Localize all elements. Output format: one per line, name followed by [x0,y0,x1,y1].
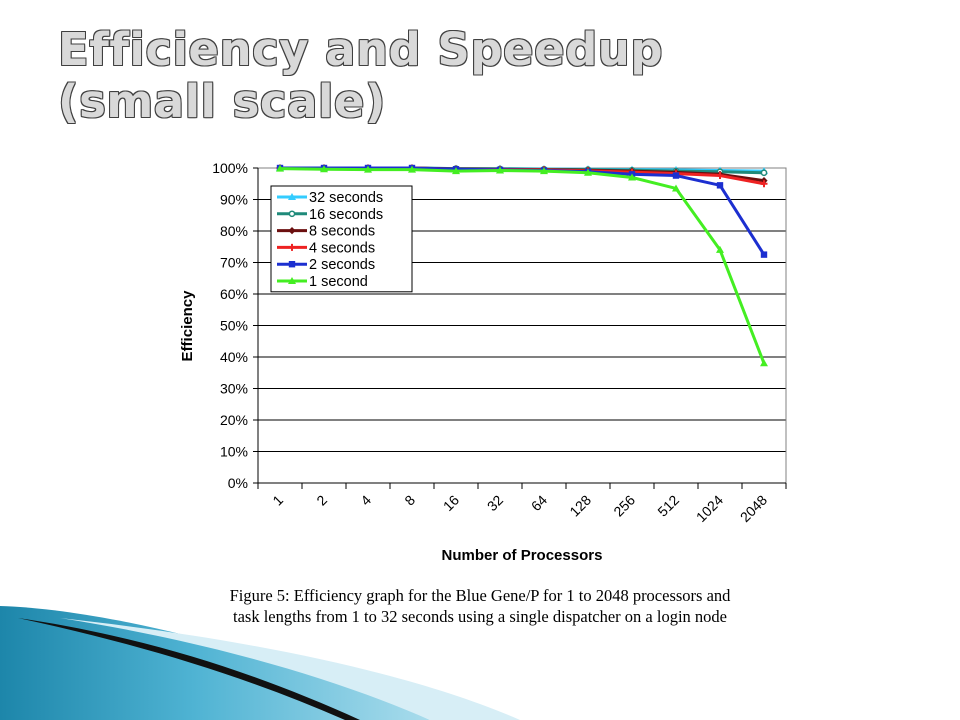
y-axis-label: Efficiency [179,290,196,362]
x-tick-label: 16 [440,492,462,514]
x-tick-label: 128 [566,492,594,520]
data-point-1-second [408,165,416,173]
x-axis-label: Number of Processors [442,547,603,564]
y-tick-label: 70% [220,255,248,271]
slide-title-line-2: (small scale) [58,75,386,128]
caption-line-1: Figure 5: Efficiency graph for the Blue … [229,586,731,605]
x-tick-label: 512 [654,492,682,520]
x-tick-label: 1 [269,492,286,509]
data-point-1-second [628,173,636,181]
legend-label-32-seconds: 32 seconds [309,190,383,206]
y-tick-label: 20% [220,412,248,428]
x-tick-label: 32 [484,492,506,514]
legend-marker-16-seconds [288,210,296,218]
legend-label-16-seconds: 16 seconds [309,207,383,223]
legend-label-8-seconds: 8 seconds [309,224,375,240]
y-tick-label: 100% [212,160,248,176]
slide-title: Efficiency and Speedup (small scale) [58,24,663,128]
y-tick-label: 60% [220,286,248,302]
data-point-1-second [452,167,460,175]
legend-box [270,185,413,293]
data-point-1-second [672,184,680,192]
y-tick-label: 10% [220,444,248,460]
data-point-4-seconds [760,180,768,188]
legend-marker-4-seconds [288,243,296,251]
data-point-1-second [760,359,768,367]
data-point-1-second [320,165,328,173]
swoosh-light-band [60,618,520,720]
y-tick-label: 0% [228,475,248,491]
x-tick-label: 256 [610,492,638,520]
legend-label-1-second: 1 second [309,274,368,290]
slide-title-line-1: Efficiency and Speedup [58,23,664,76]
x-tick-label: 2048 [737,492,770,525]
y-tick-label: 50% [220,318,248,334]
x-tick-label: 1024 [693,492,726,525]
data-point-4-seconds [716,172,724,180]
data-point-1-second [716,245,724,253]
data-point-2-seconds [672,172,680,179]
y-axis: 0% 10% 20% 30% 40% 50% 60% 70% 80% 90% 100% [212,160,259,491]
data-point-1-second [584,168,592,176]
data-point-2-seconds [716,182,724,189]
legend-marker-2-seconds [288,261,296,268]
legend-marker-1-second [288,277,296,284]
caption-line-2: task lengths from 1 to 32 seconds using … [232,607,727,626]
y-tick-label: 80% [220,223,248,239]
legend-label-4-seconds: 4 seconds [309,240,375,256]
legend-marker-8-seconds [288,227,296,235]
x-tick-label: 64 [528,492,550,514]
y-tick-label: 30% [220,381,248,397]
efficiency-chart: 0% 10% 20% 30% 40% 50% 60% 70% 80% 90% 100% 1 2 4 8 16… [179,160,787,564]
figure-caption: Figure 5: Efficiency graph for the Blue … [150,585,810,627]
legend-marker-32-seconds [288,193,296,200]
data-point-2-seconds [760,251,768,258]
data-point-1-second [540,167,548,175]
series-line-1-second [279,167,766,364]
x-tick-label: 2 [313,492,330,509]
y-tick-label: 40% [220,349,248,365]
data-point-1-second [496,166,504,174]
data-point-1-second [276,164,284,172]
series-1-second [276,164,768,367]
x-tick-label: 4 [357,492,374,509]
x-axis: 1 2 4 8 16 32 64 128 256 512 1024 2048 [257,482,787,525]
data-point-16-seconds [760,169,768,177]
y-tick-label: 90% [220,192,248,208]
x-tick-label: 8 [401,492,418,509]
data-point-1-second [364,165,372,173]
swoosh-black-stroke [18,618,360,720]
series-layer [276,164,768,367]
legend-label-2-seconds: 2 seconds [309,257,375,273]
